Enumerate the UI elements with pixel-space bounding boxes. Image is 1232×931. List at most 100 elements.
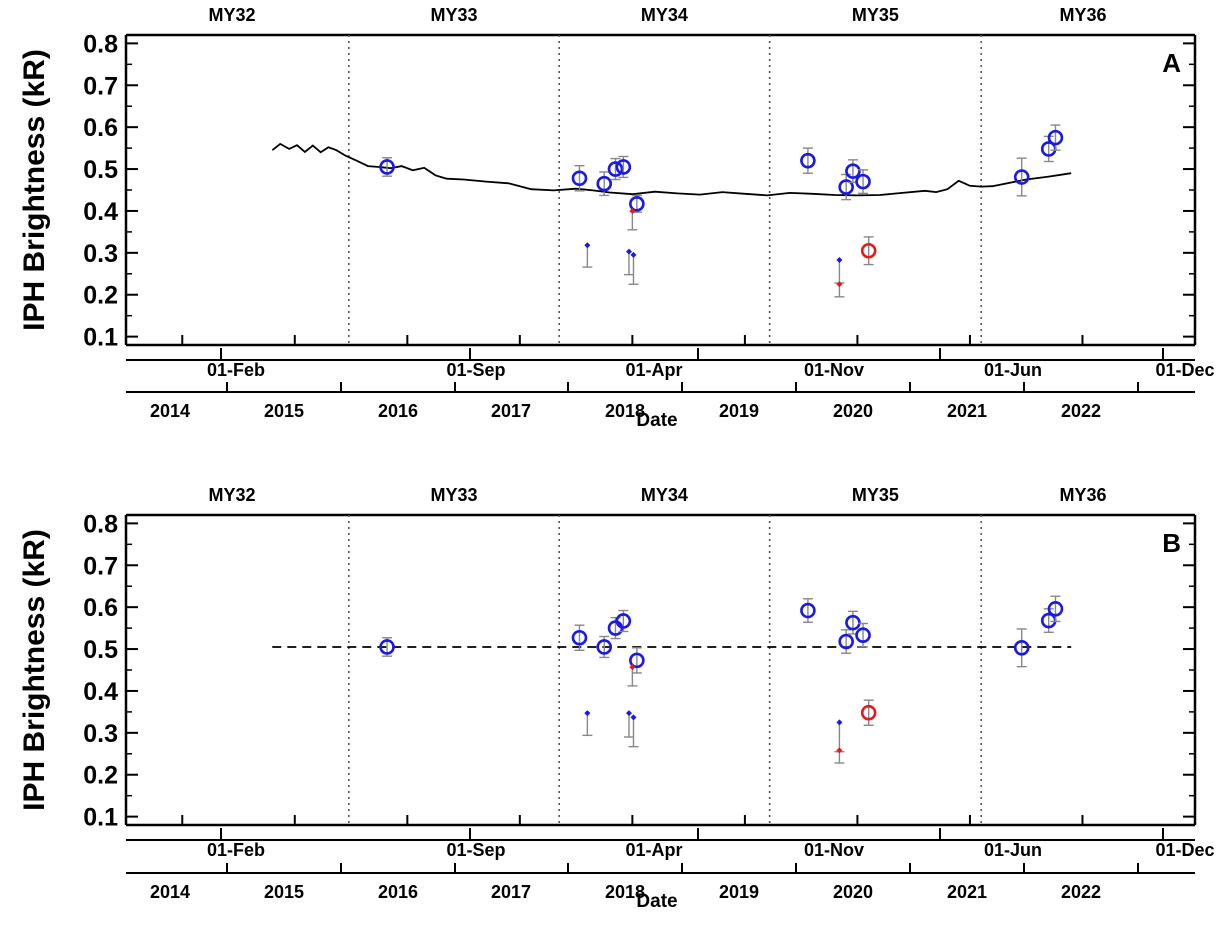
data-point-circle [860, 242, 877, 259]
data-point-circle [800, 602, 816, 619]
mars-year-label: MY35 [852, 5, 899, 25]
year-tick-label: 2021 [947, 401, 987, 421]
date-tick-label: 01-Dec [1155, 360, 1214, 380]
y-tick-label: 0.2 [83, 762, 118, 790]
panel-a: 0.1 0.2 0.3 0.4 0.5 0.6 0.7 0.8 IPH Brightness (… [18, 5, 1215, 431]
data-point-circle [838, 633, 854, 650]
panel-letter: B [1162, 528, 1181, 558]
year-tick-label: 2021 [947, 882, 987, 902]
date-tick-label: 01-Apr [625, 360, 682, 380]
mars-year-label: MY32 [208, 485, 255, 505]
data-point-circle [855, 627, 871, 644]
data-point-diamond [630, 251, 637, 258]
data-point-diamond [836, 281, 843, 288]
data-point-circle [1013, 169, 1030, 185]
data-point-circle [1013, 639, 1030, 656]
y-tick-label: 0.5 [83, 156, 118, 184]
data-point-circle [571, 170, 588, 187]
date-tick-label: 01-Nov [804, 840, 864, 860]
y-tick-label: 0.4 [83, 678, 118, 706]
data-point-circle [1047, 129, 1064, 146]
data-point-circle [615, 159, 632, 175]
y-tick-label: 0.5 [83, 636, 118, 664]
year-tick-label: 2017 [491, 401, 531, 421]
y-tick-label: 0.8 [83, 510, 118, 538]
mars-year-label: MY36 [1059, 5, 1106, 25]
y-tick-label: 0.7 [83, 552, 118, 580]
data-point-circle [629, 196, 645, 212]
year-tick-label: 2015 [264, 882, 304, 902]
year-tick-label: 2015 [264, 401, 304, 421]
year-tick-label: 2014 [150, 882, 190, 902]
x-axis-title: Date [636, 891, 677, 912]
data-point-diamond [836, 747, 843, 754]
y-tick-label: 0.3 [83, 240, 118, 268]
date-tick-label: 01-Jun [984, 840, 1042, 860]
data-point-circle [855, 173, 871, 190]
panel-b: 0.1 0.2 0.3 0.4 0.5 0.6 0.7 0.8 IPH Brightness (… [18, 485, 1215, 912]
panel-letter: A [1162, 48, 1181, 78]
year-tick-label: 2022 [1061, 401, 1101, 421]
y-tick-label: 0.2 [83, 282, 118, 310]
data-point-circle [615, 613, 632, 629]
data-point-circle [596, 639, 613, 655]
y-tick-label: 0.1 [83, 804, 118, 832]
data-point-circle [379, 639, 395, 655]
mars-year-label: MY33 [430, 5, 477, 25]
data-point-circle [800, 152, 816, 169]
data-point-diamond [625, 248, 632, 255]
year-tick-label: 2014 [150, 401, 190, 421]
y-tick-label: 0.1 [83, 324, 118, 352]
year-tick-label: 2019 [719, 882, 759, 902]
data-point-circle [1047, 601, 1064, 617]
data-point-circle [379, 159, 395, 175]
data-point-circle [845, 163, 861, 179]
year-tick-label: 2019 [719, 401, 759, 421]
data-point-diamond [630, 714, 637, 721]
year-tick-label: 2020 [833, 882, 873, 902]
date-tick-label: 01-Jun [984, 360, 1042, 380]
data-point-circle [596, 175, 613, 192]
year-tick-label: 2018 [605, 401, 645, 421]
data-point-diamond [584, 242, 591, 249]
y-tick-label: 0.7 [83, 72, 118, 100]
data-point-circle [838, 179, 854, 195]
data-point-diamond [584, 710, 591, 717]
model-line [271, 142, 1072, 197]
y-tick-label: 0.6 [83, 594, 118, 622]
date-tick-label: 01-Dec [1155, 840, 1214, 860]
date-tick-label: 01-Sep [446, 360, 505, 380]
mars-year-label: MY34 [641, 5, 688, 25]
data-point-circle [629, 652, 645, 669]
mars-year-label: MY36 [1059, 485, 1106, 505]
date-tick-label: 01-Sep [446, 840, 505, 860]
date-tick-label: 01-Feb [207, 840, 265, 860]
mars-year-label: MY33 [430, 485, 477, 505]
y-tick-label: 0.6 [83, 114, 118, 142]
data-point-diamond [836, 719, 843, 726]
data-point-diamond [629, 207, 636, 214]
date-tick-label: 01-Nov [804, 360, 864, 380]
year-tick-label: 2017 [491, 882, 531, 902]
mars-year-label: MY34 [641, 485, 688, 505]
y-axis-title: IPH Brightness (kR) [18, 49, 51, 331]
y-tick-label: 0.3 [83, 720, 118, 748]
date-tick-label: 01-Apr [625, 840, 682, 860]
data-point-circle [860, 704, 877, 721]
data-point-circle [571, 629, 588, 646]
year-tick-label: 2016 [378, 401, 418, 421]
data-point-diamond [625, 710, 632, 717]
x-axis-title: Date [636, 410, 677, 431]
y-tick-label: 0.4 [83, 198, 118, 226]
data-point-circle [607, 161, 624, 177]
year-tick-label: 2016 [378, 882, 418, 902]
year-tick-label: 2022 [1061, 882, 1101, 902]
mars-year-label: MY35 [852, 485, 899, 505]
data-point-diamond [836, 256, 843, 263]
data-point-circle [845, 614, 861, 631]
year-tick-label: 2020 [833, 401, 873, 421]
y-axis-title: IPH Brightness (kR) [18, 529, 51, 811]
mars-year-label: MY32 [208, 5, 255, 25]
data-point-diamond [629, 664, 636, 671]
date-tick-label: 01-Feb [207, 360, 265, 380]
